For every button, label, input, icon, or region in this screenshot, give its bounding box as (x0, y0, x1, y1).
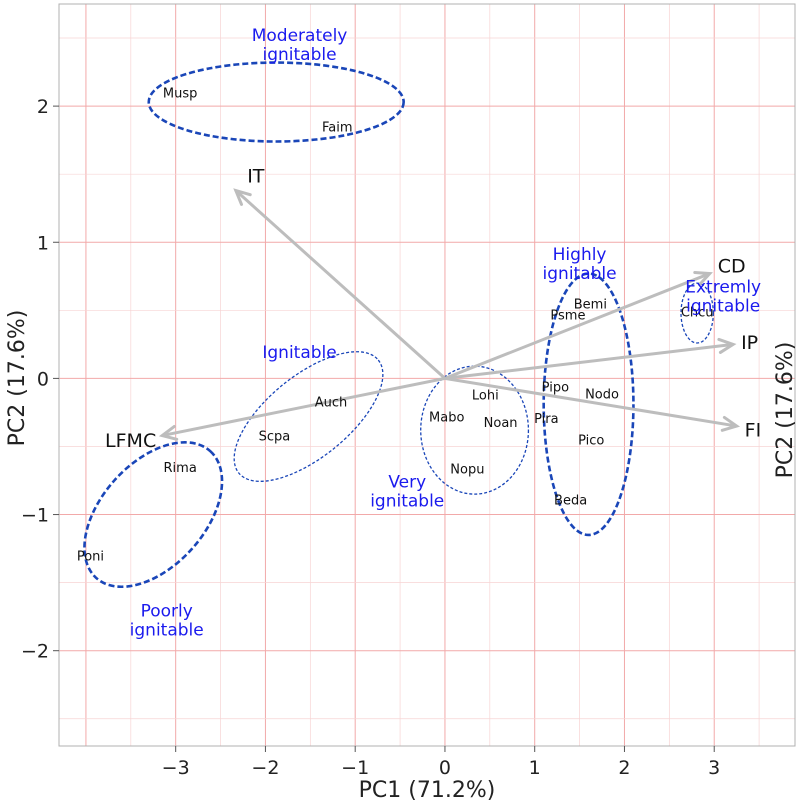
species-point-label: Faim (322, 121, 353, 136)
x-tick-label: 1 (529, 757, 541, 779)
species-point-label: Nopu (450, 462, 484, 477)
x-tick-label: −3 (162, 757, 190, 779)
species-point-label: Nodo (585, 387, 619, 402)
vector-arrowhead (693, 270, 713, 287)
group-label: ignitable (263, 45, 337, 65)
vector-line (161, 376, 446, 438)
y-tick-label: 1 (37, 232, 49, 254)
vector-line (444, 342, 734, 380)
species-point-label: Poni (77, 549, 104, 564)
group-label: Ignitable (262, 343, 336, 363)
x-tick-label: 0 (439, 757, 451, 779)
species-point-label: Psme (550, 308, 585, 323)
vector-label: LFMC (105, 430, 156, 452)
species-point-label: Auch (315, 396, 348, 411)
grid (59, 4, 795, 746)
species-point-label: Chcu (681, 306, 714, 321)
y-axis-title-right: PC2 (17.6%) (773, 342, 798, 479)
group-label: Moderately (252, 26, 348, 46)
species-point-label: Pipo (542, 381, 569, 396)
x-tick-label: −2 (251, 757, 279, 779)
group-labels: ModeratelyignitableIgnitablePoorlyignita… (130, 26, 761, 641)
vector-label: FI (745, 420, 762, 442)
group-label: Highly (553, 245, 607, 265)
loading-vectors: IT CD IP FI LFMC (105, 166, 761, 452)
group-label: ignitable (543, 264, 617, 284)
group-label: Extremly (685, 278, 761, 298)
vector-arrowhead (233, 188, 252, 206)
species-labels: Musp Faim Auch Scpa Rima Poni Lohi Mabo Noan Nopu… (77, 86, 714, 564)
vector-line (234, 189, 446, 380)
vector-arrowhead (158, 425, 179, 441)
vector-label: IP (741, 332, 758, 354)
x-tick-label: 3 (708, 757, 720, 779)
group-label: Very (388, 472, 426, 492)
group-ellipse (233, 351, 384, 482)
x-tick-label: 2 (618, 757, 630, 779)
plot-area: IT CD IP FI LFMC Musp Faim Auch Scpa Rima Poni Loh… (58, 3, 796, 747)
species-point-label: Bemi (574, 298, 607, 313)
species-point-label: Noan (484, 416, 518, 431)
group-ellipse (83, 441, 224, 589)
vector-line (444, 272, 711, 380)
group-label: ignitable (370, 491, 444, 511)
y-tick-label: 2 (37, 96, 49, 118)
species-point-label: Beda (554, 494, 587, 509)
x-tick-label: −1 (341, 757, 369, 779)
plot-border (58, 3, 796, 747)
species-point-label: Rima (164, 461, 197, 476)
species-point-label: Scpa (259, 430, 291, 445)
species-point-label: Mabo (429, 411, 464, 426)
group-label: ignitable (686, 297, 760, 317)
y-tick-label: 0 (37, 368, 49, 390)
y-tick-label: −1 (21, 505, 49, 527)
group-ellipses (83, 61, 714, 589)
group-ellipse (542, 272, 635, 537)
species-point-label: Lohi (472, 389, 499, 404)
vector-label: IT (247, 166, 265, 188)
group-ellipse (680, 282, 714, 344)
group-label: Poorly (141, 602, 193, 622)
vector-line (444, 376, 737, 428)
y-axis-title: PC2 (17.6%) (5, 310, 30, 447)
species-point-label: Pico (578, 434, 604, 449)
axes: −3 −2 −1 0 1 2 3 2 1 0 −1 −2 (21, 96, 720, 779)
group-label: ignitable (130, 621, 204, 641)
vector-arrowhead (717, 337, 737, 354)
y-tick-label: −2 (21, 641, 49, 663)
species-point-label: Musp (163, 86, 197, 101)
vector-arrowhead (720, 415, 741, 432)
group-ellipse (147, 61, 405, 143)
vector-label: CD (718, 255, 746, 277)
x-axis-title: PC1 (71.2%) (359, 778, 496, 803)
species-point-label: Pira (534, 412, 558, 427)
